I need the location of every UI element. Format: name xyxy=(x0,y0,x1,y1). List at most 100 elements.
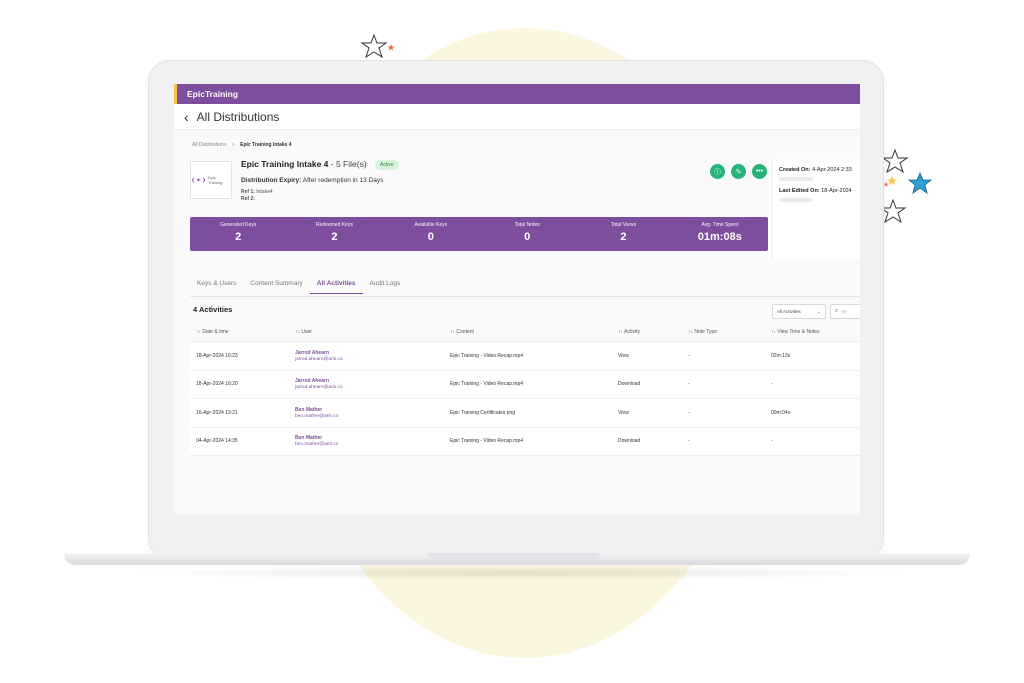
cell-view-time: - xyxy=(771,438,773,445)
star-outline-icon xyxy=(360,33,395,59)
distribution-name: Epic Training Intake 4 xyxy=(241,159,329,169)
edited-value: 18-Apr-2024 xyxy=(819,188,852,194)
cell-activity: Download xyxy=(618,438,641,445)
stat-label: Available Keys xyxy=(414,222,448,228)
laptop-shadow xyxy=(120,566,916,580)
user-email[interactable]: ben.mather@aris.co xyxy=(295,442,339,448)
user-name[interactable]: Ben Mather xyxy=(295,406,323,413)
stat-label: Generated Keys xyxy=(220,222,257,228)
cell-note-type: - xyxy=(688,409,690,416)
cell-content: Epic Training - Video Recap.mp4 xyxy=(450,381,524,388)
tab-audit-logs[interactable]: Audit Logs xyxy=(369,280,401,287)
user-email[interactable]: jarrod.ahearn@aris.co xyxy=(295,385,343,391)
status-badge: Active xyxy=(375,160,399,170)
col-label: Activity xyxy=(624,328,640,335)
ref2-label: Ref 2: xyxy=(241,196,255,202)
page-title: All Distributions xyxy=(196,109,280,124)
col-label: Content xyxy=(456,328,474,335)
stat-value: 2 xyxy=(620,231,627,243)
search-icon: ⌕ xyxy=(835,308,839,314)
breadcrumb-current: Epic Training Intake 4 xyxy=(240,142,292,148)
created-value: 4-Apr-2024 2:33 xyxy=(810,167,852,173)
cell-view-time: - xyxy=(771,381,773,388)
app-topbar: EpicTraining xyxy=(174,84,860,104)
activities-table: ↑↓ Date & time ↑↓ User ↑↓ Content ↑↓ Act… xyxy=(190,322,860,456)
sort-icon: ↑↓ xyxy=(618,328,625,335)
cell-date: 18-Apr-2024 16:20 xyxy=(196,381,238,388)
user-name[interactable]: Jarrod Ahearn xyxy=(295,349,329,356)
stat-value: 2 xyxy=(331,231,338,243)
user-name[interactable]: Jarrod Ahearn xyxy=(295,378,329,385)
col-label: Note Type xyxy=(694,328,718,335)
laptop-notch xyxy=(428,553,600,559)
star-filled-icon xyxy=(883,171,933,194)
sort-icon: ↑↓ xyxy=(450,328,457,335)
tab-keys-users[interactable]: Keys & Users xyxy=(197,280,237,287)
activity-filter-select[interactable]: All Activities ⌄ xyxy=(772,304,826,319)
col-user[interactable]: ↑↓ User xyxy=(295,329,450,335)
ref1-value: Intake4 xyxy=(254,189,273,195)
last-edited-on: Last Edited On: 18-Apr-2024 xyxy=(779,188,856,194)
user-name[interactable]: Ben Mather xyxy=(295,435,323,442)
stat-value: 0 xyxy=(524,231,531,243)
cell-date: 18-Apr-2024 16:23 xyxy=(196,352,238,359)
brand-logo[interactable]: EpicTraining xyxy=(187,89,239,99)
app-screen: EpicTraining ‹ All Distributions All Dis… xyxy=(174,84,860,514)
cell-content: Epic Training Certificates.png xyxy=(450,409,516,416)
cell-note-type: - xyxy=(688,381,690,388)
user-email[interactable]: ben.mather@aris.co xyxy=(295,413,339,419)
cell-user: Ben Mather ben.mather@aris.co xyxy=(295,435,450,447)
breadcrumb: All Distributions > Epic Training Intake… xyxy=(174,130,860,148)
cell-content: Epic Training - Video Recap.mp4 xyxy=(450,438,524,445)
chevron-left-icon[interactable]: ‹ xyxy=(184,108,189,125)
search-input[interactable]: ⌕ Se xyxy=(830,304,860,319)
col-view-time[interactable]: ↑↓ View Time & Notes xyxy=(771,329,860,335)
tab-content-summary[interactable]: Content Summary xyxy=(250,280,303,287)
stat-value: 01m:08s xyxy=(697,231,742,243)
cell-date: 04-Apr-2024 14:35 xyxy=(196,438,238,445)
file-count: 5 File(s) xyxy=(335,159,367,169)
expiry-value: After redemption in 13 Days xyxy=(301,177,384,184)
more-icon[interactable]: ••• xyxy=(752,164,767,179)
stat-avg-time: Avg. Time Spent 01m:08s xyxy=(672,217,768,251)
cell-note-type: - xyxy=(688,438,690,445)
stat-redeemed-keys: Redeemed Keys 2 xyxy=(286,217,382,251)
title-separator: - xyxy=(328,159,336,169)
placeholder-line xyxy=(779,198,813,202)
cell-activity: View xyxy=(618,409,629,416)
col-content[interactable]: ↑↓ Content xyxy=(450,329,618,335)
cell-user: Jarrod Ahearn jarrod.ahearn@aris.co xyxy=(295,350,450,362)
breadcrumb-parent[interactable]: All Distributions xyxy=(192,142,227,148)
distribution-logo: ❨✦❩ Epic Training xyxy=(190,161,232,199)
col-note-type[interactable]: ↑↓ Note Type xyxy=(688,329,771,335)
col-activity[interactable]: ↑↓ Activity xyxy=(618,329,688,335)
edit-icon[interactable]: ✎ xyxy=(731,164,746,179)
activities-count: 4 Activities xyxy=(193,305,233,314)
cell-view-time: 00m:04s xyxy=(771,409,791,416)
stat-available-keys: Available Keys 0 xyxy=(383,217,479,251)
info-icon[interactable]: ⓘ xyxy=(710,164,725,179)
stats-bar: Generated Keys 2 Redeemed Keys 2 Available… xyxy=(190,217,768,251)
stat-value: 2 xyxy=(235,231,242,243)
stat-total-notes: Total Notes 0 xyxy=(479,217,575,251)
filter-value: All Activities xyxy=(777,309,801,314)
col-date[interactable]: ↑↓ Date & time xyxy=(190,329,295,335)
ref1-label: Ref 1: xyxy=(241,189,255,195)
col-label: Date & time xyxy=(202,328,229,335)
table-row: 18-Apr-2024 16:23 Jarrod Ahearn jarrod.ah… xyxy=(190,342,860,371)
cell-user: Ben Mather ben.mather@aris.co xyxy=(295,407,450,419)
meta-panel: Created On: 4-Apr-2024 2:33 Last Edited … xyxy=(772,159,860,259)
table-header: ↑↓ Date & time ↑↓ User ↑↓ Content ↑↓ Act… xyxy=(190,322,860,342)
edited-label: Last Edited On: xyxy=(779,188,820,194)
col-label: View Time & Notes xyxy=(777,328,820,335)
stat-label: Redeemed Keys xyxy=(316,222,353,228)
ref-2: Ref 2: xyxy=(241,196,255,202)
cell-view-time: 02m:13s xyxy=(771,352,791,359)
tab-all-activities[interactable]: All Activities xyxy=(309,280,363,294)
laurel-icon: ❨✦❩ xyxy=(191,177,207,184)
ref-1: Ref 1: Intake4 xyxy=(241,189,273,195)
sort-icon: ↑↓ xyxy=(196,328,203,335)
user-email[interactable]: jarrod.ahearn@aris.co xyxy=(295,356,343,362)
page-titlebar: ‹ All Distributions xyxy=(174,104,860,130)
